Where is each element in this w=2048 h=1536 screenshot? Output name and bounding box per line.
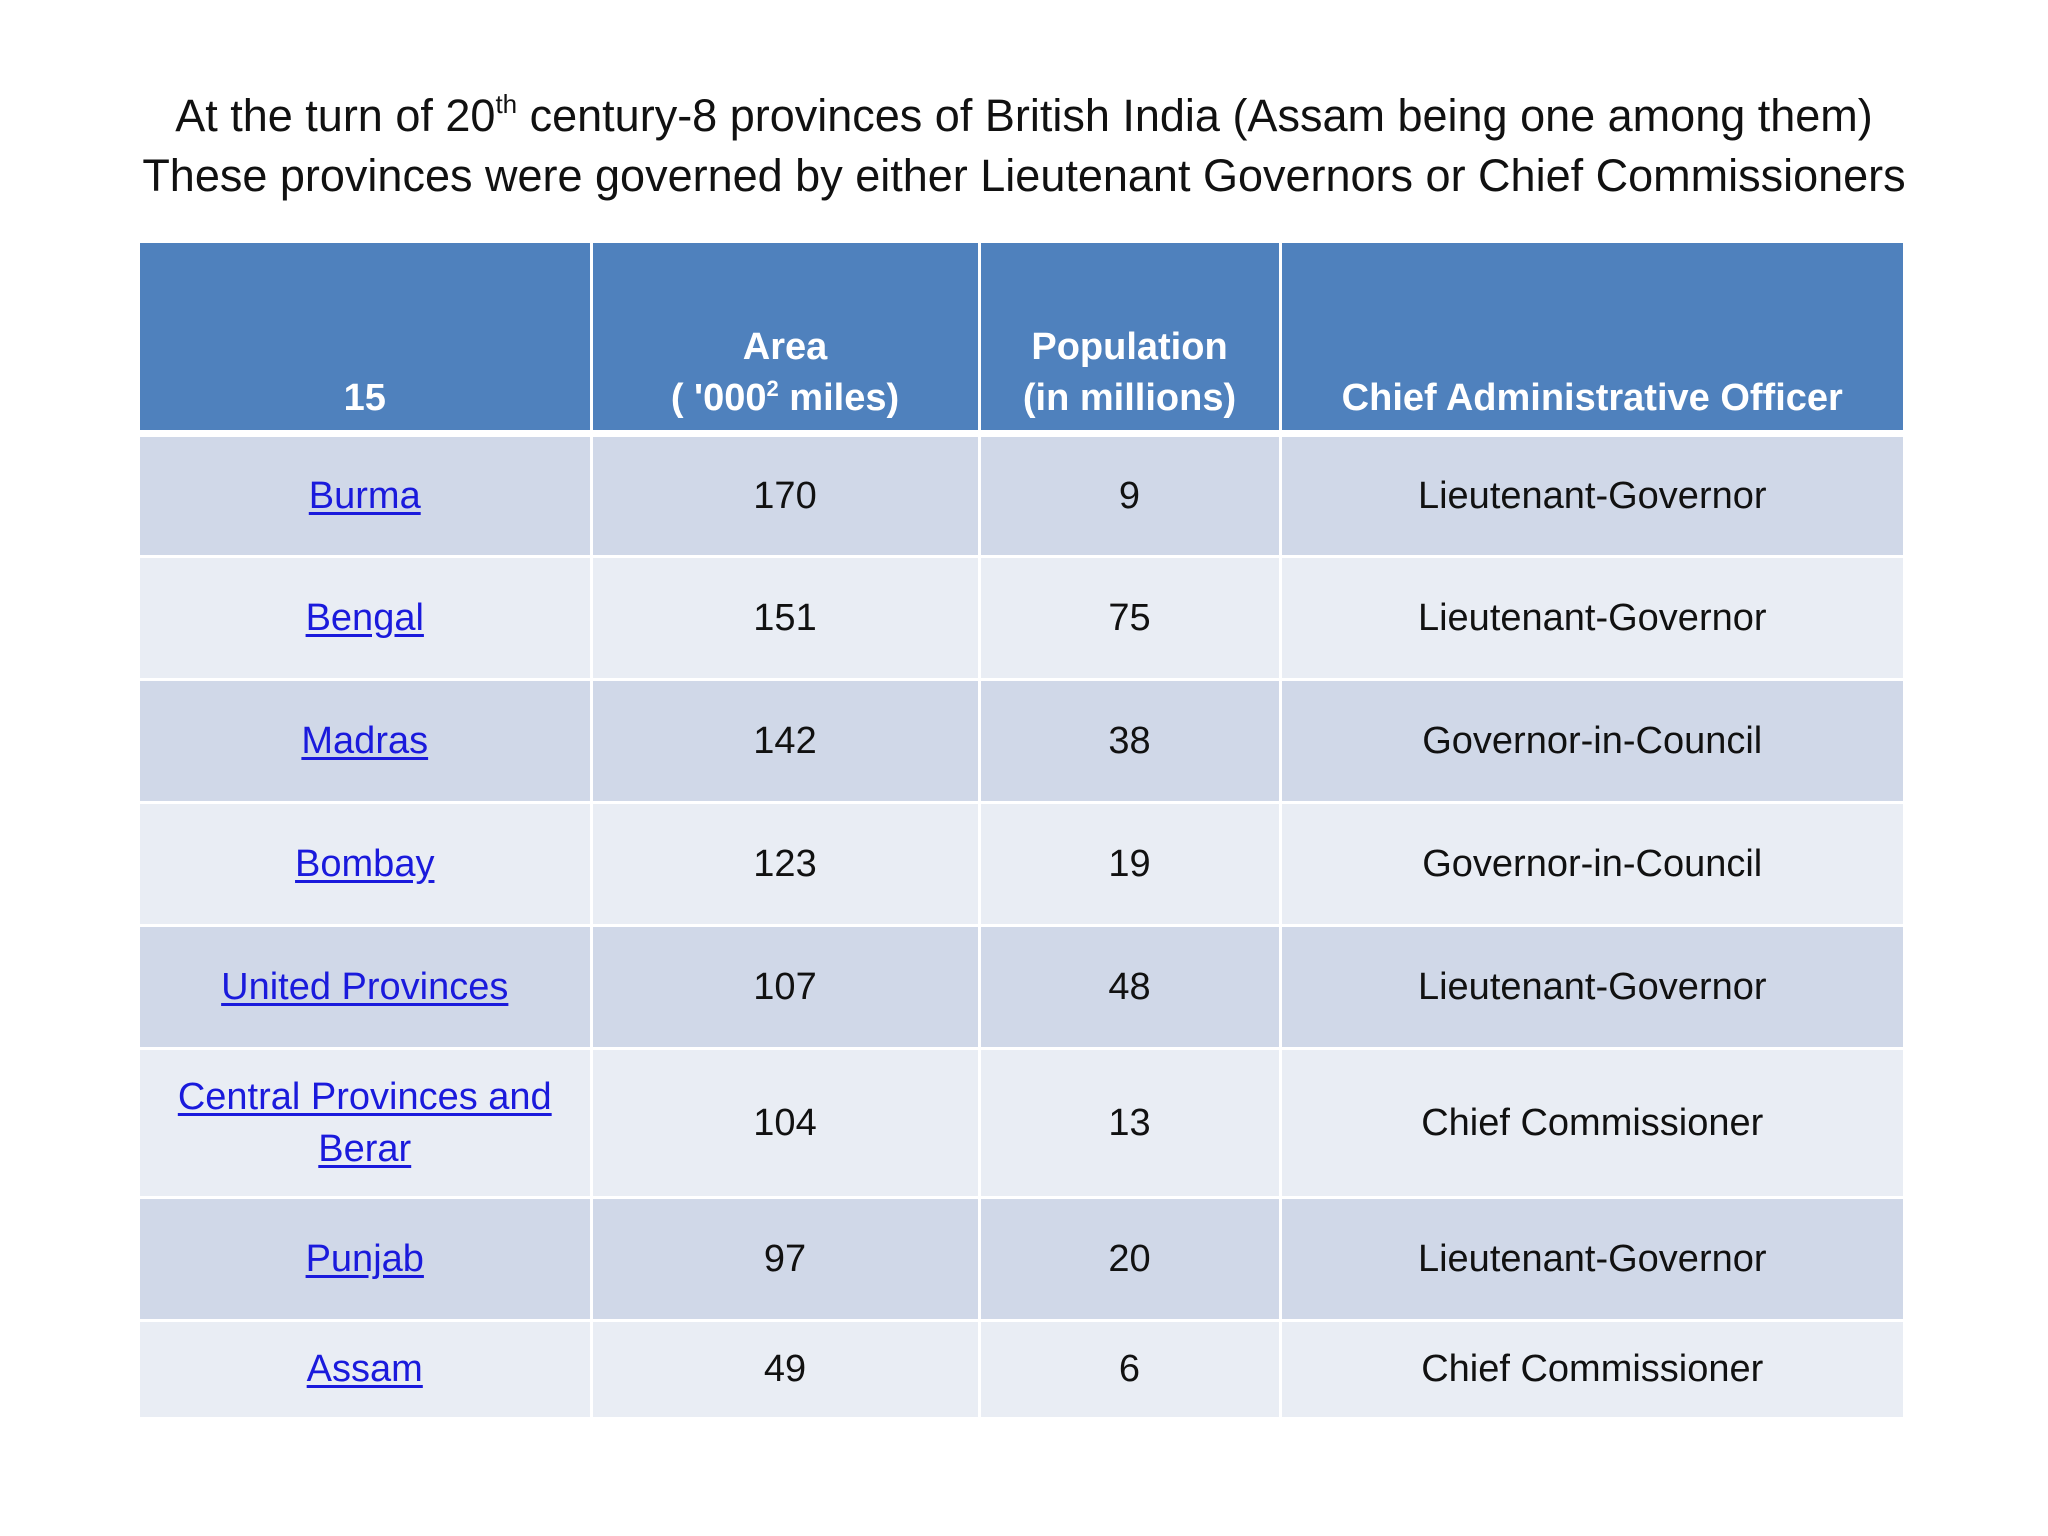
province-link[interactable]: United Provinces bbox=[221, 965, 509, 1008]
provinces-table: 15 Area ( '0002 miles) Population (in mi… bbox=[140, 243, 1903, 1420]
area-cell: 107 bbox=[591, 925, 981, 1050]
population-cell: 48 bbox=[979, 925, 1282, 1050]
area-cell: 170 bbox=[591, 433, 981, 558]
officer-cell: Lieutenant-Governor bbox=[1280, 1197, 1903, 1322]
province-cell: Madras bbox=[140, 679, 593, 804]
province-link[interactable]: Burma bbox=[308, 474, 421, 517]
population-cell: 13 bbox=[979, 1048, 1282, 1199]
province-link[interactable]: Madras bbox=[301, 719, 429, 762]
table-row: Burma 170 9 Lieutenant-Governor bbox=[140, 433, 1903, 558]
population-cell: 6 bbox=[979, 1320, 1282, 1420]
table-row: Madras 142 38 Governor-in-Council bbox=[140, 679, 1903, 804]
table-header-row: 15 Area ( '0002 miles) Population (in mi… bbox=[140, 243, 1903, 437]
header-slide-number: 15 bbox=[140, 243, 593, 437]
table-row: Punjab 97 20 Lieutenant-Governor bbox=[140, 1197, 1903, 1322]
table-row: United Provinces 107 48 Lieutenant-Gover… bbox=[140, 925, 1903, 1050]
province-cell: Central Provinces and Berar bbox=[140, 1048, 593, 1199]
officer-cell: Governor-in-Council bbox=[1280, 679, 1903, 804]
officer-cell: Chief Commissioner bbox=[1280, 1048, 1903, 1199]
province-cell: United Provinces bbox=[140, 925, 593, 1050]
province-link[interactable]: Bombay bbox=[295, 842, 435, 885]
header-population: Population (in millions) bbox=[979, 243, 1282, 437]
population-cell: 38 bbox=[979, 679, 1282, 804]
area-cell: 104 bbox=[591, 1048, 981, 1199]
header-chief-administrative-officer: Chief Administrative Officer bbox=[1280, 243, 1903, 437]
officer-cell: Chief Commissioner bbox=[1280, 1320, 1903, 1420]
province-cell: Punjab bbox=[140, 1197, 593, 1322]
province-link[interactable]: Central Provinces and Berar bbox=[177, 1075, 552, 1170]
officer-cell: Lieutenant-Governor bbox=[1280, 433, 1903, 558]
officer-cell: Lieutenant-Governor bbox=[1280, 556, 1903, 681]
officer-cell: Governor-in-Council bbox=[1280, 802, 1903, 927]
area-cell: 123 bbox=[591, 802, 981, 927]
population-cell: 20 bbox=[979, 1197, 1282, 1322]
title-line-2: These provinces were governed by either … bbox=[142, 150, 1906, 201]
officer-cell: Lieutenant-Governor bbox=[1280, 925, 1903, 1050]
area-cell: 151 bbox=[591, 556, 981, 681]
province-cell: Bombay bbox=[140, 802, 593, 927]
population-cell: 9 bbox=[979, 433, 1282, 558]
province-link[interactable]: Punjab bbox=[305, 1237, 424, 1280]
table-row: Central Provinces and Berar 104 13 Chief… bbox=[140, 1048, 1903, 1199]
table-row: Assam 49 6 Chief Commissioner bbox=[140, 1320, 1903, 1420]
province-cell: Assam bbox=[140, 1320, 593, 1420]
header-area: Area ( '0002 miles) bbox=[591, 243, 981, 437]
province-link[interactable]: Assam bbox=[306, 1348, 423, 1390]
population-cell: 75 bbox=[979, 556, 1282, 681]
province-cell: Bengal bbox=[140, 556, 593, 681]
table-row: Bengal 151 75 Lieutenant-Governor bbox=[140, 556, 1903, 681]
title-line-1: At the turn of 20th century-8 provinces … bbox=[175, 89, 1873, 141]
area-cell: 49 bbox=[591, 1320, 981, 1420]
province-link[interactable]: Bengal bbox=[305, 596, 424, 639]
area-cell: 142 bbox=[591, 679, 981, 804]
population-cell: 19 bbox=[979, 802, 1282, 927]
area-cell: 97 bbox=[591, 1197, 981, 1322]
slide-title: At the turn of 20th century-8 provinces … bbox=[0, 86, 2048, 206]
table-row: Bombay 123 19 Governor-in-Council bbox=[140, 802, 1903, 927]
province-cell: Burma bbox=[140, 433, 593, 558]
